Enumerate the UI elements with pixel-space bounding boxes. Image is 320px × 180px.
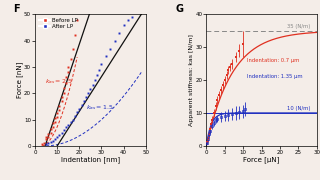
Text: Indentation: 1.35 μm: Indentation: 1.35 μm — [247, 75, 302, 79]
X-axis label: Indentation [nm]: Indentation [nm] — [61, 156, 120, 163]
Legend: Before LP, After LP: Before LP, After LP — [38, 17, 79, 31]
Y-axis label: Force [nN]: Force [nN] — [16, 62, 23, 98]
Text: 35 (N/m): 35 (N/m) — [287, 24, 311, 29]
Y-axis label: Apparent stiffness: kas [N/m]: Apparent stiffness: kas [N/m] — [189, 34, 194, 126]
X-axis label: Force [μN]: Force [μN] — [244, 156, 280, 163]
Text: $k_{as}=1.5$: $k_{as}=1.5$ — [86, 103, 114, 112]
Text: 10 (N/m): 10 (N/m) — [287, 106, 311, 111]
Text: Indentation: 0.7 μm: Indentation: 0.7 μm — [247, 58, 299, 63]
Text: $k_{as}=2.5$: $k_{as}=2.5$ — [45, 77, 73, 86]
Text: F: F — [13, 4, 20, 14]
Text: G: G — [175, 4, 183, 14]
